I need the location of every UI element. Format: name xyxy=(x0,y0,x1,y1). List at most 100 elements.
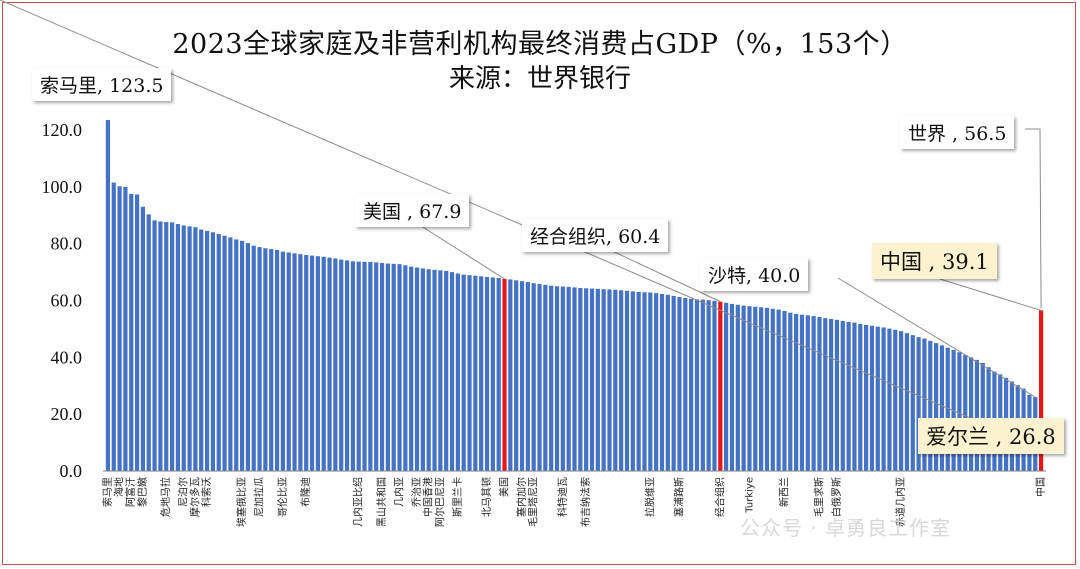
bar xyxy=(368,261,373,471)
bar xyxy=(140,206,146,471)
bar xyxy=(525,282,530,471)
bar xyxy=(613,289,618,471)
y-tick-label: 40.0 xyxy=(51,347,83,367)
bar xyxy=(858,323,863,471)
chart-title: 2023全球家庭及非营利机构最终消费占GDP（%，153个） xyxy=(172,29,908,60)
bar xyxy=(689,298,694,471)
bar xyxy=(694,299,700,471)
bar xyxy=(181,225,186,471)
bar xyxy=(339,259,344,471)
bar xyxy=(216,234,221,471)
bar xyxy=(572,287,577,471)
bar xyxy=(321,256,326,471)
bar xyxy=(1038,310,1044,471)
x-tick-label: 白俄罗斯 xyxy=(830,477,843,517)
callout-somalia: 索马里, 123.5 xyxy=(32,68,172,101)
bar xyxy=(642,292,647,471)
bar xyxy=(333,258,338,471)
bar xyxy=(659,293,665,471)
x-tick-label: 赤道几内亚 xyxy=(894,477,907,527)
bar xyxy=(636,291,641,471)
bar xyxy=(887,328,892,471)
bar xyxy=(269,249,274,471)
leader-usa xyxy=(417,223,505,280)
bar xyxy=(980,363,985,471)
bar xyxy=(630,291,635,471)
bar xyxy=(537,284,542,471)
bar xyxy=(922,338,927,471)
x-tick-label: 几内亚比绍 xyxy=(352,477,365,527)
bar xyxy=(379,262,385,471)
bar xyxy=(134,194,140,471)
bar xyxy=(502,278,507,471)
x-tick-label: 经合组织 xyxy=(713,477,726,517)
bar xyxy=(589,288,595,471)
x-tick-label: 尼泊尔 xyxy=(177,477,190,507)
x-tick-label: 北马其顿 xyxy=(480,477,493,517)
bar xyxy=(852,322,857,471)
y-tick-label: 100.0 xyxy=(42,177,83,197)
bar xyxy=(274,249,280,471)
bar xyxy=(327,257,332,471)
bar xyxy=(169,222,175,471)
bar xyxy=(129,193,134,471)
bar xyxy=(490,277,495,471)
bar xyxy=(968,357,974,471)
bar xyxy=(712,300,717,471)
bar xyxy=(963,355,968,471)
x-tick-label: 美国 xyxy=(498,477,511,497)
x-tick-label: 哥伦比亚 xyxy=(276,477,289,517)
x-tick-label: 几内亚 xyxy=(393,477,406,507)
bar xyxy=(549,285,554,471)
bar xyxy=(881,327,886,471)
bar xyxy=(123,186,128,472)
bar xyxy=(263,248,268,471)
bar xyxy=(228,237,233,471)
bar xyxy=(280,251,285,471)
bar xyxy=(315,256,320,471)
x-tick-label: 科索沃 xyxy=(200,477,213,507)
bar xyxy=(414,267,420,471)
x-tick-label: 塞内加尔 xyxy=(515,477,528,517)
leader-china xyxy=(939,278,1042,311)
bar xyxy=(834,319,840,471)
bar xyxy=(928,340,933,471)
bar xyxy=(823,318,828,471)
bar xyxy=(245,243,250,471)
bar xyxy=(455,273,460,471)
bar xyxy=(788,312,793,471)
x-tick-label: 危地马拉 xyxy=(159,477,172,517)
bar xyxy=(397,264,402,471)
bar xyxy=(251,245,256,471)
bar xyxy=(869,325,875,471)
bar xyxy=(607,289,612,471)
leader-saudi xyxy=(837,277,1036,398)
y-tick-label: 20.0 xyxy=(51,404,83,424)
bar xyxy=(759,307,764,471)
y-tick-label: 0.0 xyxy=(60,461,83,481)
bar xyxy=(508,279,513,471)
bar xyxy=(356,261,361,471)
x-tick-label: 拉脱维亚 xyxy=(643,477,656,517)
x-tick-label: 科特迪瓦 xyxy=(556,477,569,517)
bar xyxy=(304,255,309,471)
bar xyxy=(286,252,291,471)
x-tick-label: 阿尔巴尼亚 xyxy=(433,477,446,527)
bar xyxy=(403,265,408,471)
watermark: 公众号 · 卓勇良工作室 xyxy=(740,516,952,540)
bar xyxy=(566,286,571,471)
bar xyxy=(111,182,116,471)
bar xyxy=(811,316,816,471)
bar xyxy=(939,345,945,471)
bar xyxy=(117,186,122,471)
bar xyxy=(805,315,810,471)
bar xyxy=(210,232,215,471)
bar xyxy=(420,268,425,471)
bar xyxy=(654,293,659,471)
bar xyxy=(584,288,589,471)
callout-china: 中国 , 39.1 xyxy=(872,243,997,279)
bar xyxy=(741,305,746,471)
bar xyxy=(444,270,449,471)
bar xyxy=(473,275,478,471)
